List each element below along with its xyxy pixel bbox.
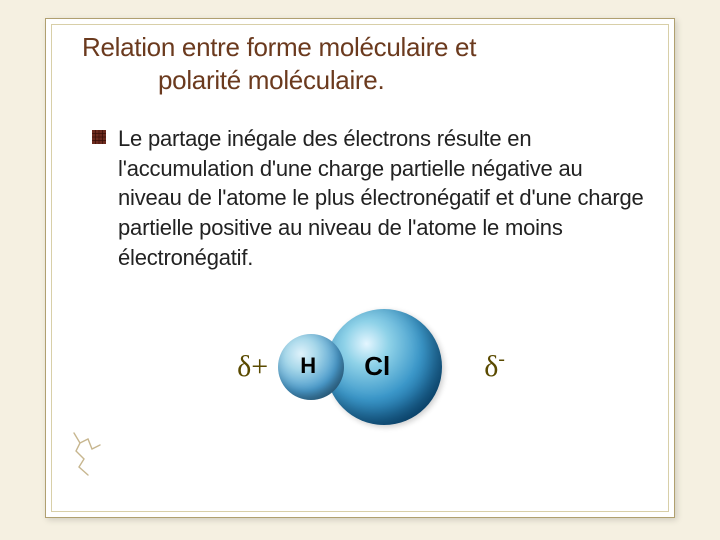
bullet-square-icon: [92, 130, 106, 144]
molecule-diagram: δ+ H Cl δ-: [92, 302, 650, 432]
bullet-item: Le partage inégale des électrons résulte…: [92, 124, 650, 272]
delta-minus-label: δ-: [484, 350, 505, 384]
chlorine-label: Cl: [364, 351, 390, 382]
title-line-1: Relation entre forme moléculaire et: [82, 32, 476, 62]
slide-body: Le partage inégale des électrons résulte…: [46, 124, 674, 432]
slide-card: Relation entre forme moléculaire et pola…: [45, 18, 675, 518]
delta-plus-label: δ+: [237, 350, 268, 384]
title-line-2: polarité moléculaire.: [82, 64, 644, 97]
parchment-crack-icon: [70, 431, 106, 477]
slide-title: Relation entre forme moléculaire et pola…: [46, 19, 674, 124]
atom-pair: H Cl: [278, 307, 458, 427]
bullet-text: Le partage inégale des électrons résulte…: [118, 124, 650, 272]
hydrogen-label: H: [300, 353, 316, 379]
